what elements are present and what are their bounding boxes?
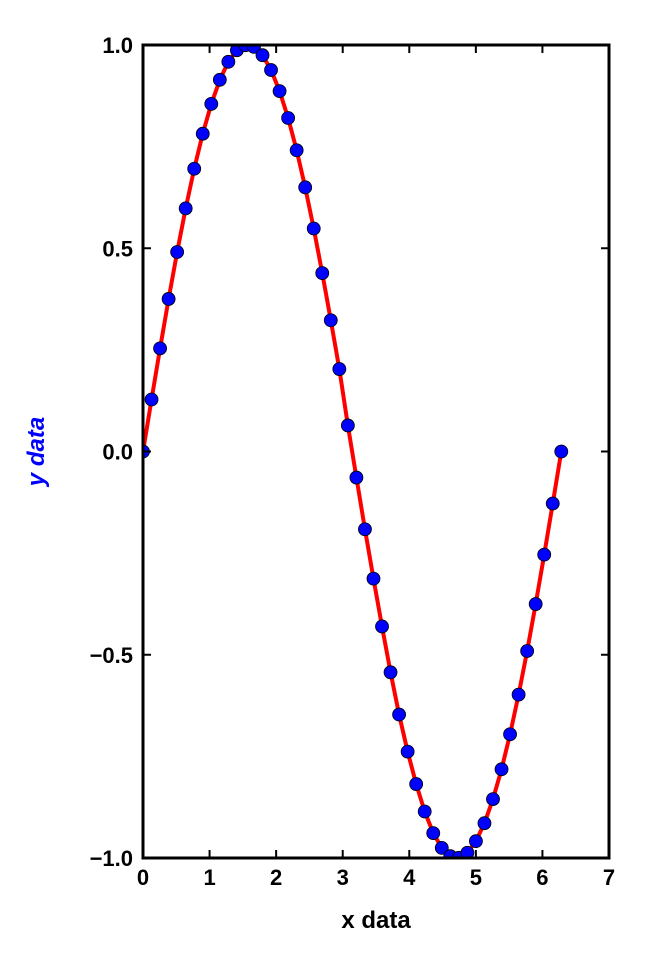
data-point: [434, 840, 449, 855]
x-tick-label: 5: [470, 865, 482, 890]
data-point: [255, 48, 270, 63]
y-tick-label: −1.0: [90, 846, 133, 871]
data-point: [264, 63, 278, 77]
plot-content: [143, 45, 569, 858]
data-point: [187, 161, 202, 176]
y-tick-label: 0.0: [102, 440, 133, 465]
data-point: [332, 362, 347, 376]
y-tick-label: 0.5: [102, 236, 133, 261]
x-tick-label: 7: [603, 865, 615, 890]
data-point: [392, 707, 406, 722]
data-point: [400, 744, 415, 759]
data-point: [520, 644, 535, 658]
data-point: [340, 418, 355, 433]
x-tick-label: 2: [270, 865, 282, 890]
data-point: [358, 522, 372, 537]
y-tick-label: −0.5: [90, 643, 133, 668]
data-point: [221, 54, 236, 69]
data-point: [289, 143, 304, 158]
data-point: [409, 777, 424, 791]
data-point: [315, 266, 330, 281]
data-point: [417, 804, 432, 819]
data-point: [144, 392, 159, 407]
x-tick-label: 4: [403, 865, 416, 890]
data-point: [375, 619, 389, 634]
data-point: [323, 313, 338, 328]
data-point: [298, 180, 313, 195]
y-axis-label: y data: [23, 417, 50, 487]
data-point: [545, 496, 560, 511]
x-axis-label: x data: [341, 907, 411, 934]
x-tick-label: 3: [337, 865, 349, 890]
axis-ticks: 0 1 2 3 4 5 6 7 −1.0 −0.5 0.0 0.5 1.0: [90, 33, 616, 890]
data-point: [170, 245, 185, 259]
data-point: [511, 687, 526, 702]
data-point: [477, 816, 492, 831]
data-point: [272, 84, 287, 98]
data-point: [426, 826, 441, 841]
data-point: [486, 792, 500, 806]
data-point: [460, 845, 475, 858]
plot-area: [143, 45, 569, 858]
data-point: [383, 665, 398, 680]
data-point: [212, 72, 227, 87]
plot-frame: [141, 43, 611, 860]
data-point: [281, 111, 296, 125]
data-point: [503, 727, 517, 742]
data-point: [195, 126, 210, 141]
data-point: [528, 597, 543, 611]
data-point: [178, 201, 193, 216]
x-tick-label: 0: [137, 865, 149, 890]
data-point: [494, 762, 509, 777]
data-point: [537, 547, 552, 562]
data-point: [153, 341, 167, 356]
y-tick-label: 1.0: [102, 33, 133, 58]
data-point: [554, 444, 569, 459]
x-tick-label: 1: [203, 865, 215, 890]
data-point: [349, 470, 364, 485]
x-tick-label: 6: [536, 865, 548, 890]
data-point: [161, 292, 176, 306]
data-point: [469, 834, 483, 849]
data-point: [306, 221, 321, 236]
data-point: [366, 571, 381, 586]
data-point: [204, 97, 219, 111]
series-line: [143, 45, 564, 858]
